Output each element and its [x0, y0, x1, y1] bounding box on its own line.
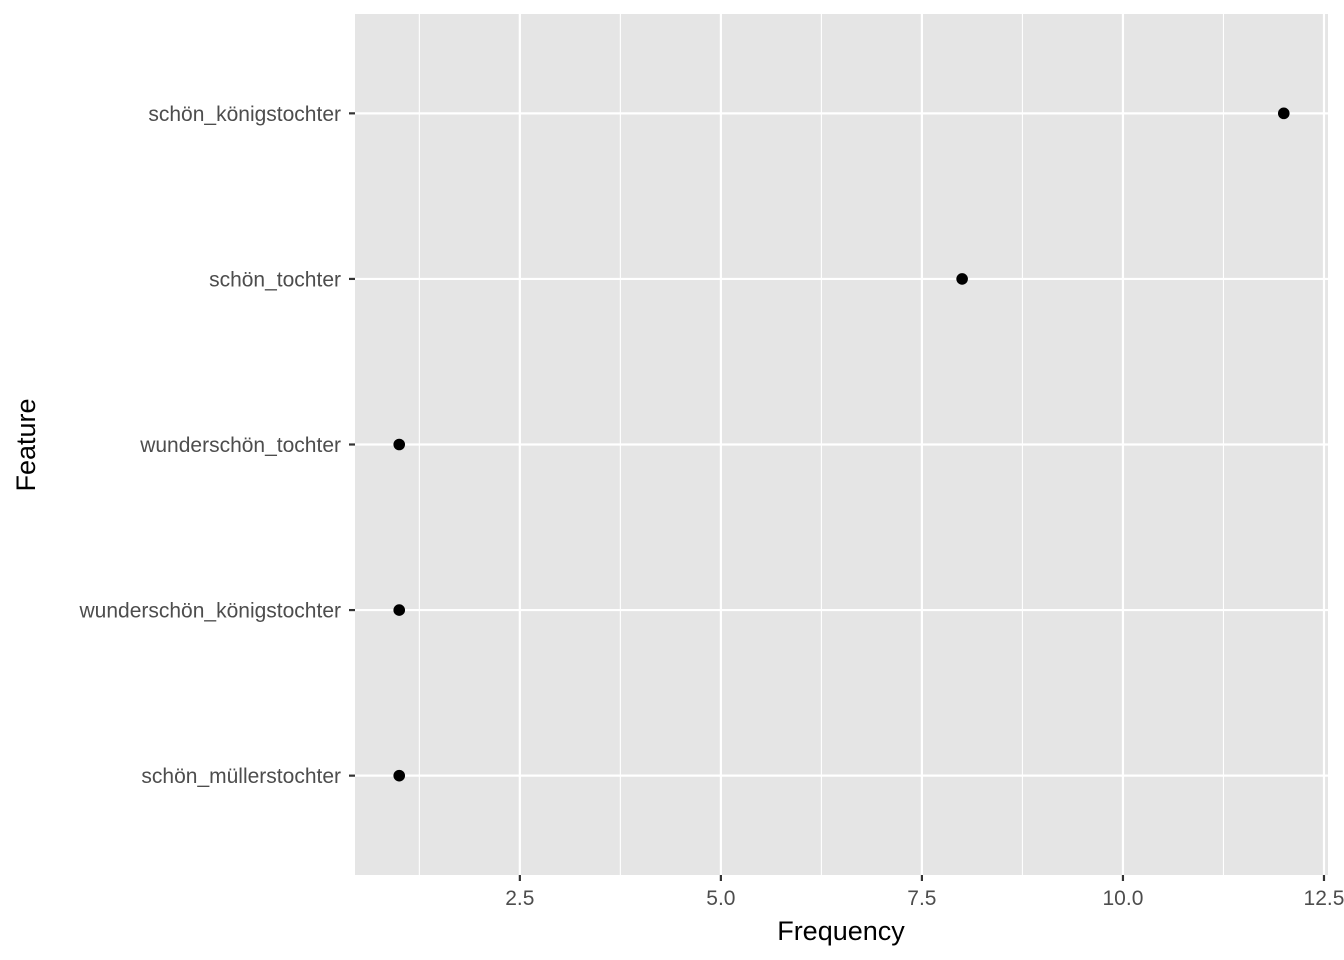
data-point — [393, 438, 406, 451]
x-tick-label: 12.5 — [1304, 887, 1344, 910]
data-point — [393, 604, 406, 616]
x-tick-label: 2.5 — [505, 887, 534, 910]
y-tick-label: schön_königstochter — [148, 103, 341, 126]
x-tick-label: 5.0 — [706, 887, 735, 910]
y-axis-title: Feature — [11, 398, 41, 491]
y-tick-label: wunderschön_tochter — [139, 434, 341, 457]
y-tick-label: wunderschön_königstochter — [79, 600, 342, 623]
data-point — [956, 273, 968, 285]
x-tick-label: 10.0 — [1103, 887, 1144, 910]
x-tick-label: 7.5 — [907, 887, 936, 910]
x-axis-title: Frequency — [777, 916, 905, 946]
y-tick-label: schön_müllerstochter — [141, 765, 341, 788]
data-point — [1277, 107, 1290, 120]
y-tick-label: schön_tochter — [209, 268, 341, 291]
data-point — [393, 769, 406, 782]
